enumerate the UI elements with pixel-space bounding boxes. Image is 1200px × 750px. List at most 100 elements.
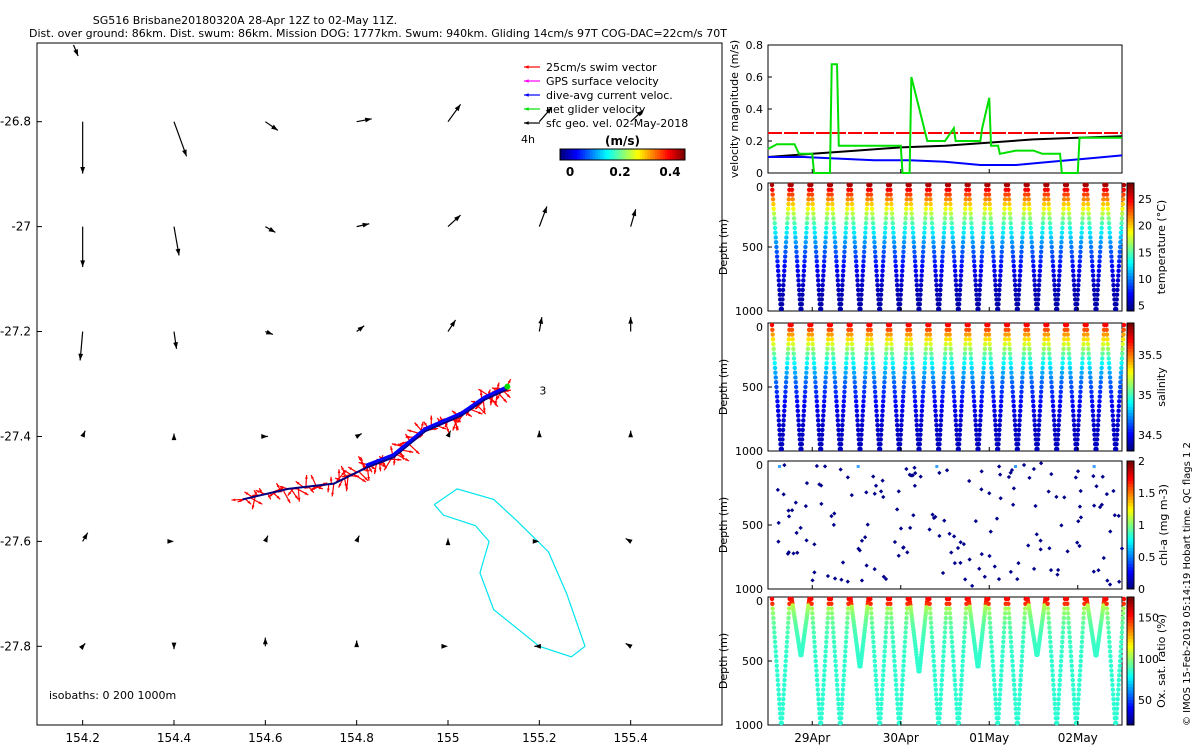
section-point bbox=[1077, 668, 1083, 673]
section-point bbox=[771, 351, 777, 356]
section-point bbox=[903, 620, 909, 626]
section-point bbox=[864, 341, 870, 347]
section-point bbox=[816, 282, 821, 288]
swim-vector-arrow-head bbox=[255, 490, 260, 493]
section-point bbox=[1049, 240, 1054, 245]
section-point bbox=[921, 375, 927, 380]
section-point bbox=[785, 206, 791, 212]
section-point bbox=[893, 682, 899, 688]
section-point bbox=[776, 278, 782, 283]
geo-velocity-arrow-head bbox=[536, 430, 542, 438]
section-point bbox=[882, 235, 887, 240]
section-point bbox=[802, 403, 807, 409]
section-point bbox=[1086, 351, 1091, 356]
section-point bbox=[943, 211, 948, 216]
section-point bbox=[884, 201, 890, 207]
section-point bbox=[1049, 654, 1054, 659]
map-colorbar-cell bbox=[565, 149, 568, 160]
section-point bbox=[913, 408, 918, 414]
section-point bbox=[780, 706, 785, 711]
section-point bbox=[823, 644, 829, 649]
section-x-tick-label: 29Apr bbox=[794, 731, 830, 745]
section-point bbox=[776, 422, 782, 428]
section-colorbar-cell bbox=[1127, 380, 1134, 385]
section-point bbox=[1095, 287, 1100, 293]
swim-vector-arrow-head bbox=[258, 501, 263, 505]
section-point bbox=[1047, 360, 1053, 366]
section-point bbox=[830, 615, 835, 621]
section-point bbox=[786, 611, 791, 616]
swim-vector-arrow-head bbox=[491, 387, 496, 391]
section-point bbox=[966, 187, 972, 192]
section-point bbox=[972, 408, 977, 414]
section-colorbar-cell bbox=[1127, 673, 1134, 678]
section-point bbox=[842, 658, 847, 664]
section-point bbox=[772, 356, 777, 361]
section-point bbox=[1110, 413, 1116, 418]
section-colorbar-cell bbox=[1127, 553, 1134, 558]
section-point bbox=[922, 360, 928, 366]
section-point bbox=[1059, 380, 1064, 385]
section-point bbox=[810, 337, 815, 342]
section-point bbox=[920, 394, 926, 399]
section-colorbar-cell bbox=[1127, 521, 1134, 526]
section-point bbox=[987, 611, 992, 616]
section-point bbox=[1056, 278, 1062, 283]
section-point bbox=[1008, 360, 1013, 366]
section-point bbox=[1015, 446, 1021, 452]
section-point bbox=[880, 687, 885, 692]
section-point bbox=[855, 422, 861, 428]
swim-vector-arrow-head bbox=[337, 469, 341, 474]
swim-vector-arrow-head bbox=[452, 426, 456, 431]
section-point bbox=[958, 540, 963, 545]
section-point bbox=[868, 322, 873, 328]
section-point bbox=[892, 668, 898, 673]
section-point bbox=[960, 380, 966, 385]
section-point bbox=[933, 687, 939, 692]
swim-vector-arrow-head bbox=[327, 488, 330, 493]
section-point bbox=[1096, 268, 1102, 274]
section-colorbar-cell bbox=[1127, 537, 1134, 542]
section-point bbox=[918, 474, 923, 479]
section-point bbox=[920, 389, 926, 394]
legend-label: GPS surface velocity bbox=[546, 75, 659, 88]
section-point bbox=[816, 427, 822, 433]
geo-velocity-arrow-head bbox=[73, 49, 79, 56]
section-point bbox=[894, 422, 900, 428]
section-point bbox=[904, 466, 909, 472]
section-point bbox=[881, 394, 886, 399]
section-point bbox=[1109, 394, 1114, 399]
swim-vector-arrow-head bbox=[329, 476, 333, 481]
geo-velocity-arrow-head bbox=[362, 222, 370, 228]
section-point bbox=[1091, 422, 1097, 428]
section-point bbox=[988, 220, 994, 226]
section-point bbox=[931, 249, 937, 254]
section-point bbox=[941, 375, 946, 380]
section-point bbox=[871, 639, 876, 645]
section-point bbox=[806, 332, 811, 337]
legend-arrow-head bbox=[524, 93, 529, 97]
section-point bbox=[870, 216, 875, 221]
section-point bbox=[1097, 394, 1103, 399]
section-point bbox=[944, 606, 949, 611]
section-point bbox=[1116, 268, 1121, 274]
section-point bbox=[1104, 332, 1110, 337]
section-point bbox=[1049, 249, 1055, 254]
section-point bbox=[849, 337, 854, 342]
section-point bbox=[953, 422, 959, 428]
section-colorbar-cell bbox=[1127, 422, 1134, 426]
section-point bbox=[963, 197, 968, 202]
section-point bbox=[1000, 654, 1005, 659]
section-point bbox=[848, 182, 853, 188]
section-colorbar-cell bbox=[1127, 505, 1134, 510]
section-point bbox=[998, 268, 1003, 274]
section-point bbox=[898, 292, 903, 297]
section-point bbox=[872, 389, 878, 394]
section-point bbox=[930, 512, 935, 517]
section-point bbox=[858, 664, 863, 669]
section-point bbox=[773, 654, 779, 659]
section-point bbox=[1025, 187, 1031, 192]
section-point bbox=[923, 211, 928, 216]
section-point bbox=[1027, 206, 1032, 212]
section-point bbox=[932, 259, 937, 264]
